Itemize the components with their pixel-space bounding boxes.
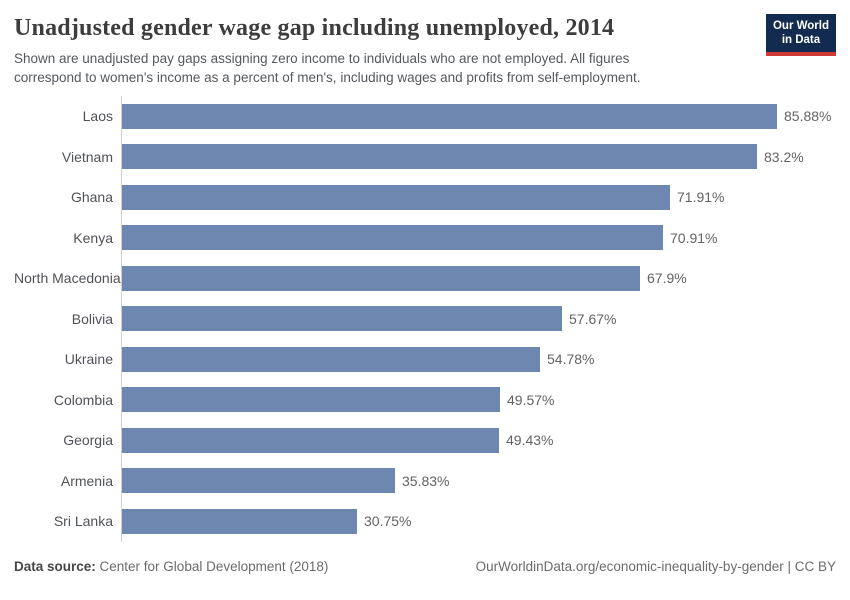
category-label: Bolivia: [71, 310, 113, 327]
value-label: 85.88%: [784, 108, 832, 125]
owid-logo: Our World in Data: [765, 14, 836, 56]
value-label: 83.2%: [764, 148, 804, 165]
chart-row: Ukraine 54.78%: [14, 339, 836, 380]
data-source-value: Center for Global Development (2018): [95, 559, 329, 574]
chart-header: Unadjusted gender wage gap including une…: [14, 14, 836, 87]
value-label: 57.67%: [569, 310, 617, 327]
bar[interactable]: [122, 387, 500, 413]
category-label: Vietnam: [61, 148, 113, 165]
chart-subtitle: Shown are unadjusted pay gaps assigning …: [14, 51, 641, 85]
category-label: Ukraine: [64, 351, 113, 368]
chart-row: Laos 85.88%: [14, 96, 836, 137]
bar-zone: 67.9%: [122, 258, 836, 299]
bar-zone: 70.91%: [122, 218, 836, 259]
value-label: 71.91%: [677, 189, 725, 206]
category-label: Colombia: [53, 391, 113, 408]
bar-zone: 49.57%: [122, 380, 836, 421]
owid-logo-line2: in Data: [781, 34, 821, 46]
value-label: 70.91%: [670, 229, 718, 246]
category-label: Ghana: [70, 189, 113, 206]
bar[interactable]: [122, 346, 540, 372]
category-label: Georgia: [63, 432, 113, 449]
bar[interactable]: [122, 265, 640, 291]
chart-row: Armenia 35.83%: [14, 461, 836, 502]
chart-row: Kenya 70.91%: [14, 218, 836, 259]
bar-zone: 30.75%: [122, 501, 836, 542]
chart-row: Bolivia 57.67%: [14, 299, 836, 340]
bar[interactable]: [122, 184, 670, 210]
category-label: North Macedonia: [14, 270, 121, 287]
category-label: Sri Lanka: [53, 513, 113, 530]
bar[interactable]: [122, 468, 395, 494]
category-label: Armenia: [60, 472, 113, 489]
value-label: 30.75%: [364, 513, 412, 530]
bar-zone: 54.78%: [122, 339, 836, 380]
value-label: 54.78%: [547, 351, 595, 368]
bar[interactable]: [122, 103, 777, 129]
bar[interactable]: [122, 144, 757, 170]
bar-zone: 85.88%: [122, 96, 836, 137]
category-label: Kenya: [73, 229, 113, 246]
value-label: 49.57%: [507, 391, 555, 408]
category-label: Laos: [82, 108, 113, 125]
bar-zone: 49.43%: [122, 420, 836, 461]
y-axis-line: [121, 96, 122, 542]
value-label: 67.9%: [647, 270, 687, 287]
value-label: 49.43%: [506, 432, 554, 449]
page-title: Unadjusted gender wage gap including une…: [14, 15, 615, 41]
chart-row: Georgia 49.43%: [14, 420, 836, 461]
chart-footer: Data source: Center for Global Developme…: [14, 559, 836, 574]
bar[interactable]: [122, 508, 357, 534]
bar-chart: Laos 85.88% Vietnam 83.2% Ghana 71.91% Kenya 70…: [14, 96, 836, 542]
credit-link[interactable]: OurWorldinData.org/economic-inequality-b…: [475, 559, 836, 574]
bar-zone: 71.91%: [122, 177, 836, 218]
chart-row: Sri Lanka 30.75%: [14, 501, 836, 542]
bar-zone: 57.67%: [122, 299, 836, 340]
bar-zone: 83.2%: [122, 137, 836, 178]
owid-logo-line1: Our World: [772, 20, 829, 32]
chart-row: Colombia 49.57%: [14, 380, 836, 421]
value-label: 35.83%: [402, 472, 450, 489]
bar[interactable]: [122, 225, 663, 251]
chart-row: Ghana 71.91%: [14, 177, 836, 218]
data-source: Data source: Center for Global Developme…: [14, 559, 328, 574]
bar[interactable]: [122, 427, 499, 453]
chart-row: Vietnam 83.2%: [14, 137, 836, 178]
bar[interactable]: [122, 306, 562, 332]
bar-zone: 35.83%: [122, 461, 836, 502]
chart-row: North Macedonia 67.9%: [14, 258, 836, 299]
data-source-label: Data source:: [14, 559, 96, 574]
